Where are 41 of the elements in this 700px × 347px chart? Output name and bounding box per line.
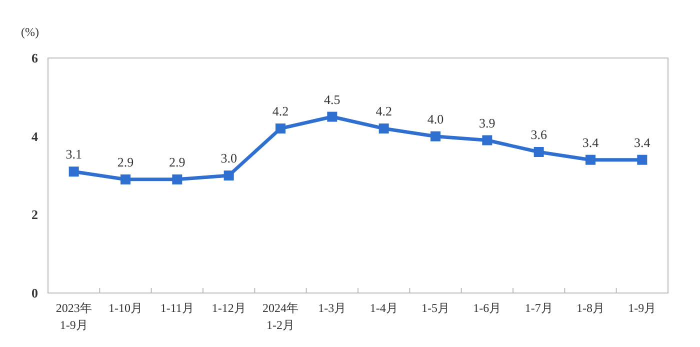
y-tick-label: 4	[32, 128, 38, 144]
data-label: 3.1	[66, 146, 82, 162]
data-label: 4.5	[324, 92, 340, 107]
x-tick-label: 2023年 1-9月	[56, 301, 92, 332]
y-axis-title: (%)	[21, 25, 39, 39]
x-tick-label: 1-8月	[576, 301, 604, 315]
x-tick-label: 1-11月	[160, 301, 194, 315]
x-tick-label: 2024年 1-2月	[262, 301, 298, 332]
data-label: 2.9	[117, 154, 134, 170]
data-label: 4.0	[427, 111, 444, 126]
y-tick-label: 6	[32, 50, 38, 66]
data-label: 4.2	[376, 104, 392, 118]
x-tick-label: 1-6月	[473, 301, 502, 315]
y-tick-label: 0	[32, 286, 38, 301]
data-label: 3.4	[634, 134, 651, 150]
point	[120, 174, 130, 184]
point	[482, 135, 492, 146]
point	[68, 166, 79, 177]
y-tick-label: 2	[32, 207, 38, 222]
point	[637, 154, 648, 165]
data-label: 2.9	[169, 154, 186, 170]
point	[586, 154, 596, 165]
x-tick-label: 1-10月	[108, 301, 142, 315]
point	[534, 147, 544, 157]
data-label: 4.2	[272, 104, 289, 118]
data-label: 3.4	[582, 134, 600, 150]
data-label: 3.6	[530, 127, 548, 142]
point	[172, 174, 182, 184]
point	[327, 112, 338, 122]
data-label: 3.0	[220, 150, 237, 166]
x-tick-label: 1-7月	[524, 301, 553, 315]
point	[224, 170, 234, 180]
data-label: 3.9	[479, 115, 496, 130]
x-tick-label: 1-9月	[628, 301, 656, 315]
x-tick-label: 1-3月	[318, 301, 346, 315]
point	[276, 124, 286, 134]
x-tick-label: 1-4月	[370, 301, 398, 315]
x-tick-label: 1-12月	[212, 301, 246, 315]
point	[378, 124, 389, 134]
x-tick-label: 1-5月	[422, 301, 450, 315]
point	[430, 131, 440, 142]
